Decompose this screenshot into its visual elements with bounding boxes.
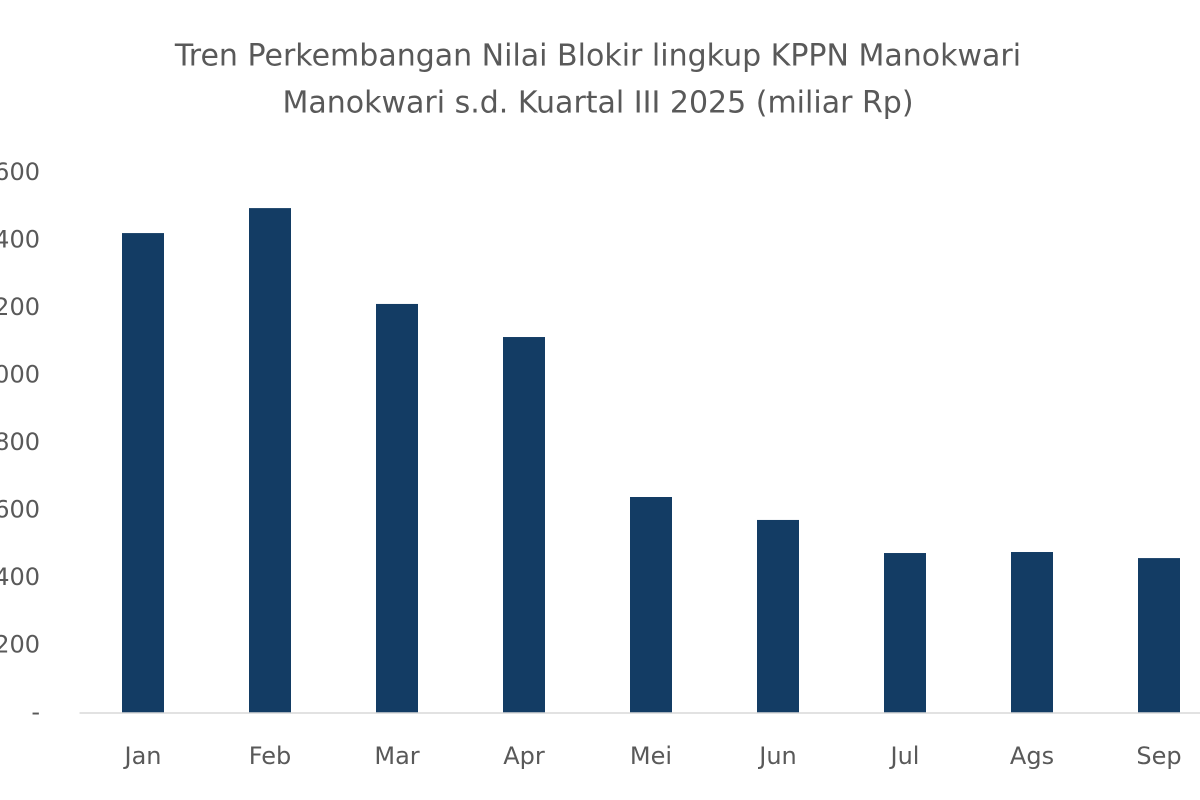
y-tick-label: 200 xyxy=(0,631,40,659)
x-tick-label: Jun xyxy=(757,742,797,770)
y-tick-label: 400 xyxy=(0,563,40,591)
y-tick-label: 600 xyxy=(0,496,40,524)
x-tick-label: Jan xyxy=(123,742,162,770)
x-tick-label: Feb xyxy=(249,742,292,770)
x-tick-label: Mar xyxy=(374,742,419,770)
bar xyxy=(757,519,799,713)
bar xyxy=(249,208,291,713)
chart-title: Tren Perkembangan Nilai Blokir lingkup K… xyxy=(174,39,1021,74)
x-tick-label: Mei xyxy=(630,742,672,770)
y-tick-label: 1.200 xyxy=(0,293,40,321)
y-tick-label: 1.600 xyxy=(0,158,40,186)
y-tick-label: 800 xyxy=(0,428,40,456)
bar xyxy=(503,337,545,713)
bar xyxy=(1011,552,1053,713)
x-tick-label: Ags xyxy=(1010,742,1054,770)
x-tick-label: Jul xyxy=(889,742,920,770)
bar xyxy=(630,497,672,713)
y-tick-label: 1.000 xyxy=(0,361,40,389)
bar xyxy=(376,303,418,713)
bar xyxy=(122,233,164,713)
y-tick-label: - xyxy=(31,698,40,726)
x-tick-label: Sep xyxy=(1136,742,1181,770)
bar xyxy=(884,553,926,713)
x-tick-label: Apr xyxy=(503,742,545,770)
bar xyxy=(1138,558,1180,713)
y-tick-label: 1.400 xyxy=(0,226,40,254)
chart-title: Manokwari s.d. Kuartal III 2025 (miliar … xyxy=(282,86,913,121)
